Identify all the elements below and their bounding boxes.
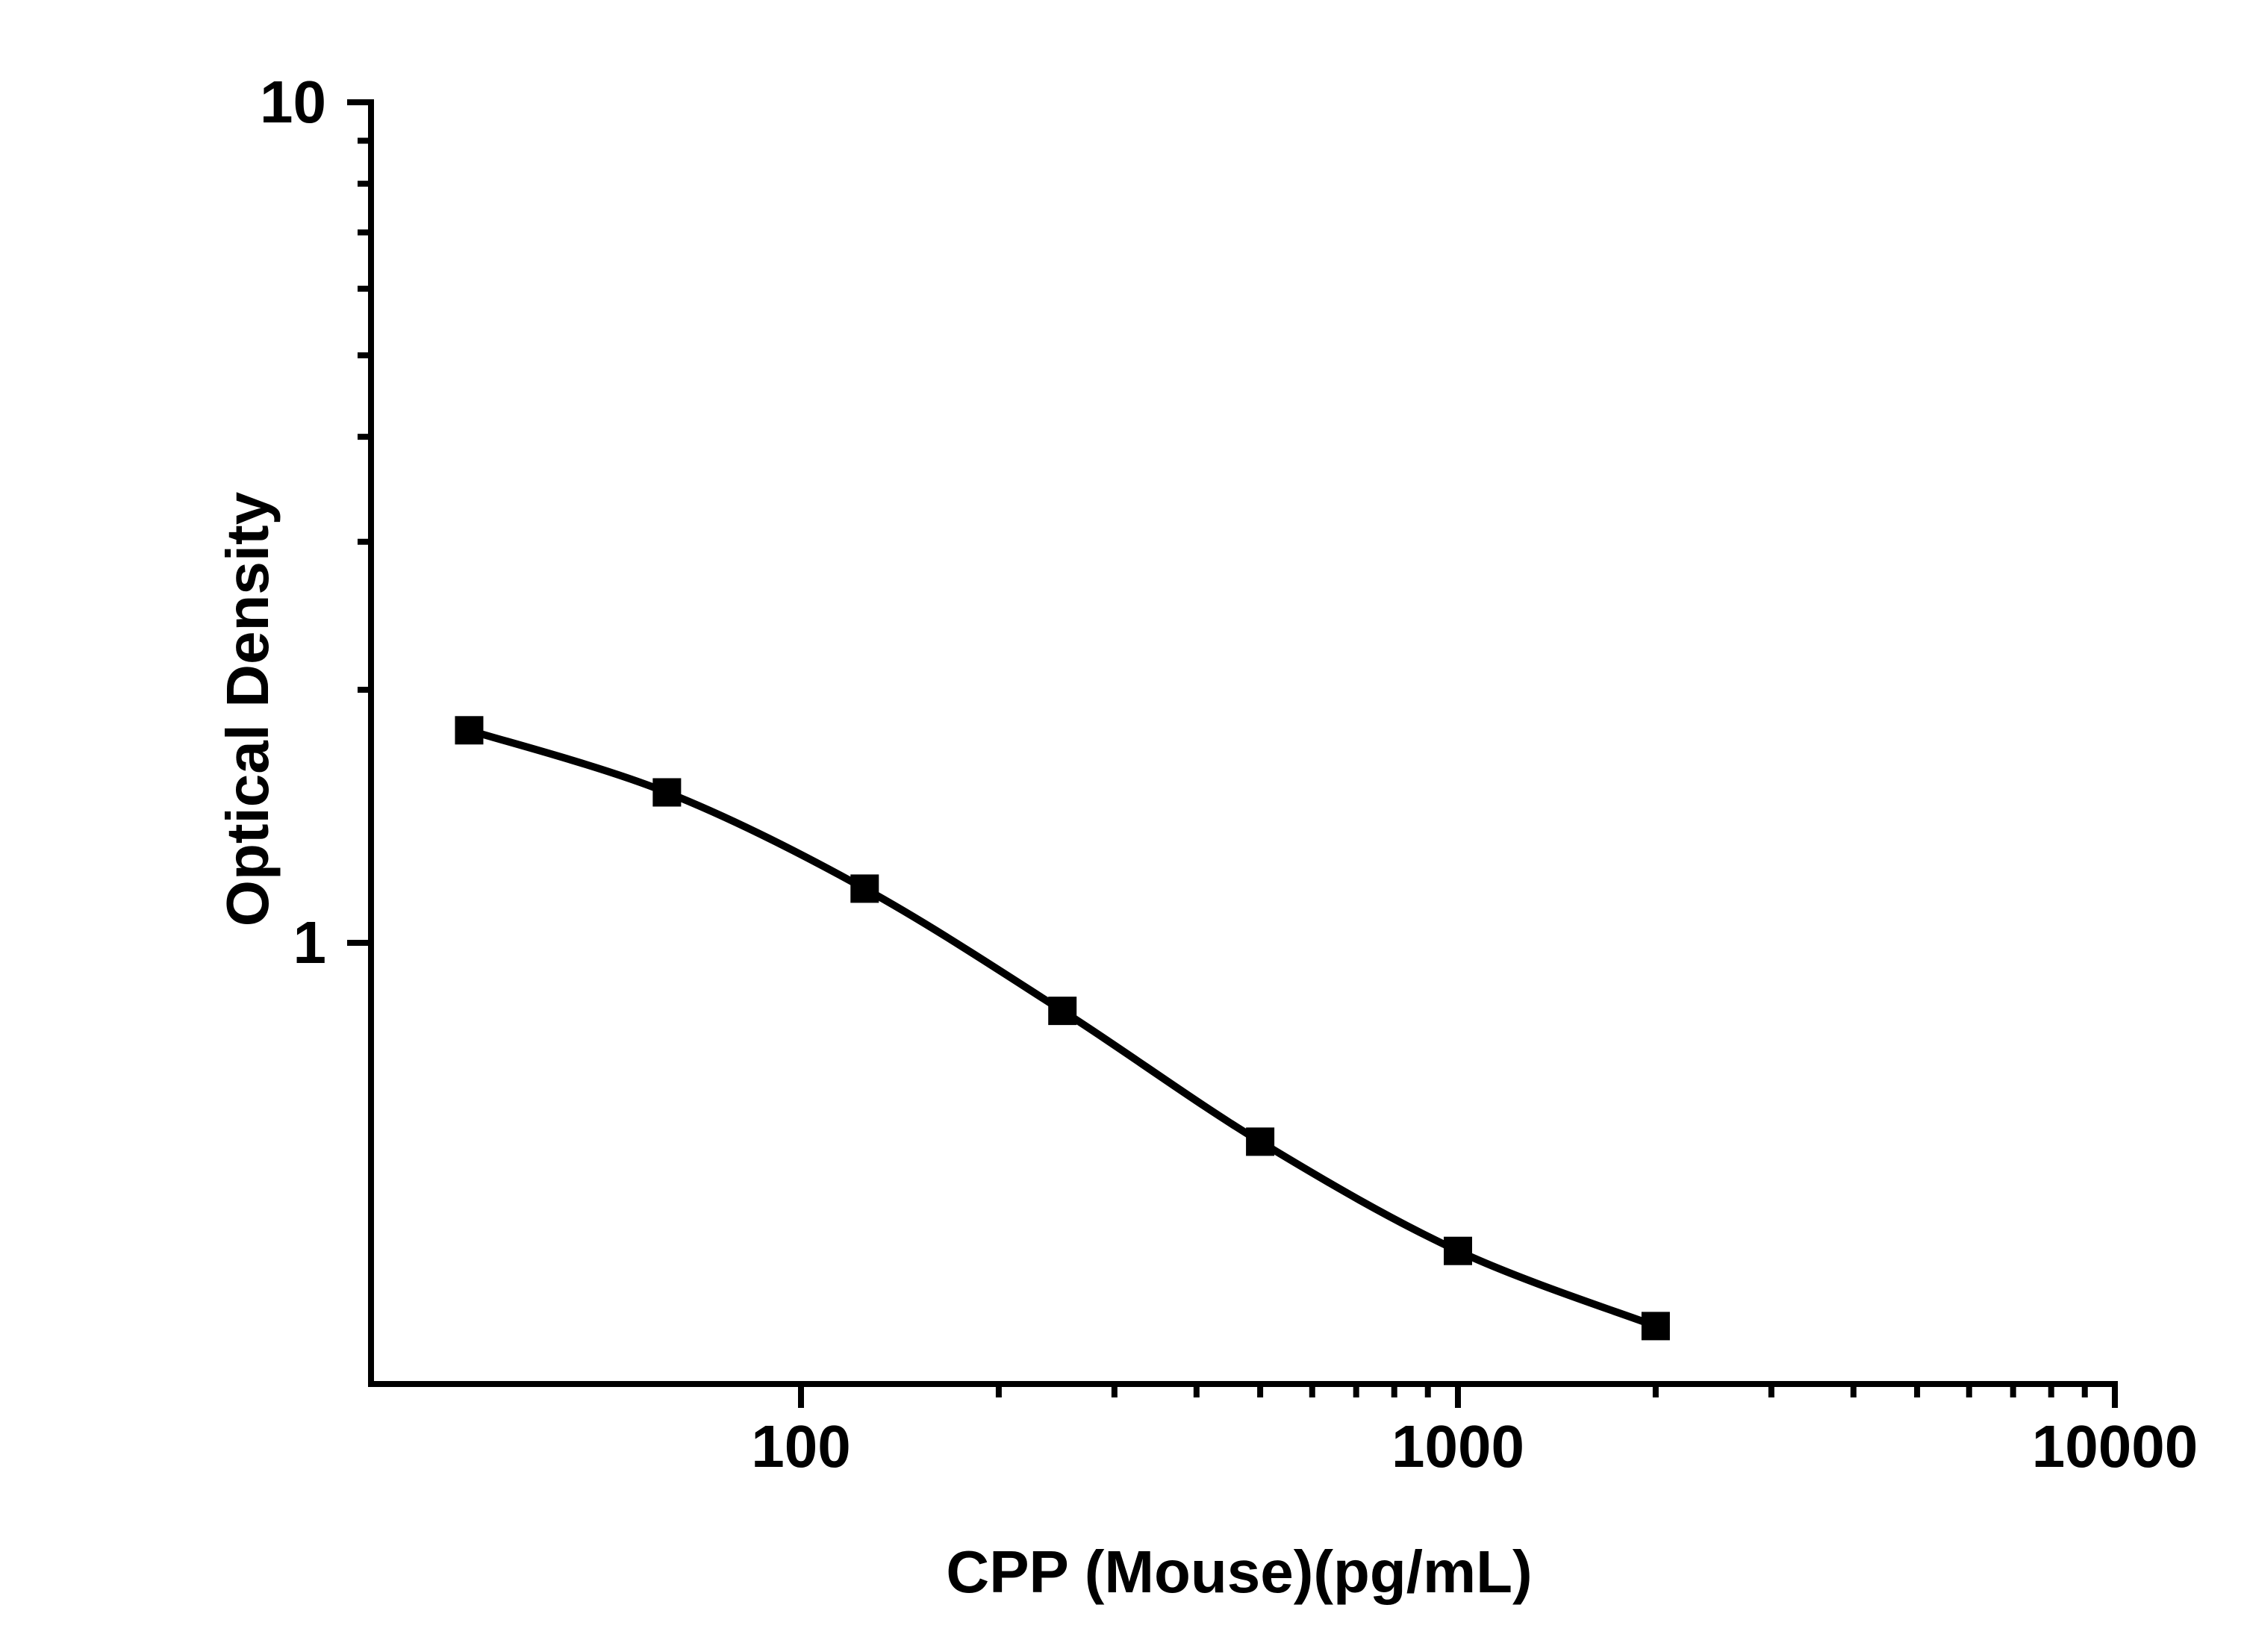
data-point-marker-500 [1246,1127,1275,1156]
data-point-marker-250 [1048,997,1077,1026]
data-point-marker-31.25 [455,716,484,745]
x-tick-label-100: 100 [751,1413,851,1480]
data-point-marker-1000 [1444,1236,1472,1265]
data-point-marker-62.5 [652,778,682,807]
x-axis-title: CPP (Mouse)(pg/mL) [946,1539,1533,1605]
x-tick-label-1000: 1000 [1391,1413,1524,1480]
y-tick-label-10: 10 [260,69,326,135]
data-point-marker-2000 [1641,1312,1670,1341]
y-tick-label-1: 1 [293,909,327,976]
standard-curve-line [467,726,1657,1330]
data-point-marker-125 [850,874,879,903]
x-tick-label-10000: 10000 [2031,1413,2198,1480]
y-axis-title: Optical Density [214,491,281,927]
